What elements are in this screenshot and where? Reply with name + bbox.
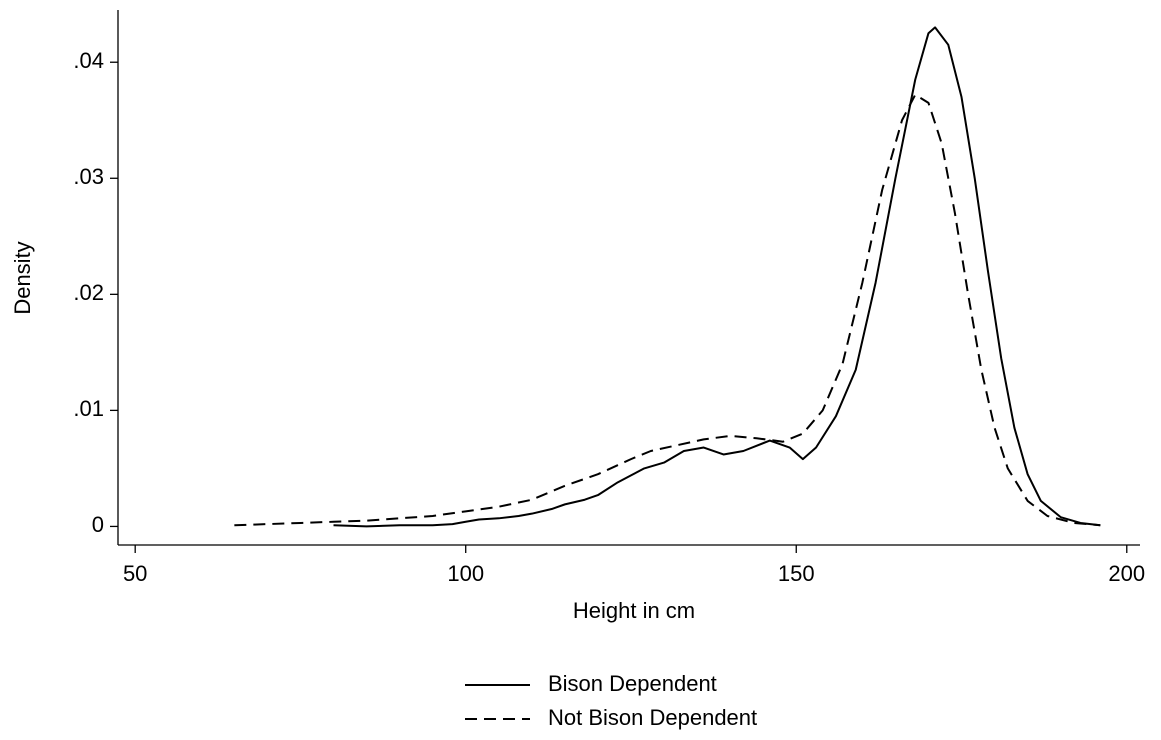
y-tick-label: .01 xyxy=(73,396,104,421)
x-axis-label: Height in cm xyxy=(573,598,695,623)
y-axis-label: Density xyxy=(10,241,35,314)
y-tick-label: .02 xyxy=(73,280,104,305)
legend-label: Not Bison Dependent xyxy=(548,705,757,730)
y-tick-label: .03 xyxy=(73,164,104,189)
x-tick-label: 50 xyxy=(123,561,147,586)
y-tick-label: 0 xyxy=(92,512,104,537)
legend-label: Bison Dependent xyxy=(548,671,717,696)
x-tick-label: 200 xyxy=(1108,561,1145,586)
series-line xyxy=(234,93,1101,527)
x-tick-label: 100 xyxy=(447,561,484,586)
series-line xyxy=(333,26,1101,528)
y-tick-label: .04 xyxy=(73,48,104,73)
x-tick-label: 150 xyxy=(778,561,815,586)
